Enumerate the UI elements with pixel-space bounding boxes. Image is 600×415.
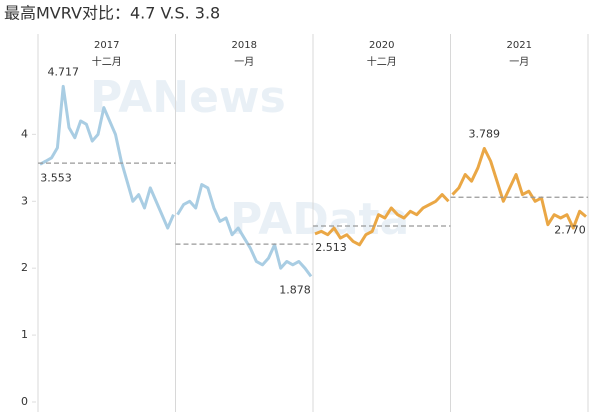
data-label: 3.789: [469, 127, 501, 140]
panel-month: 一月: [509, 56, 529, 68]
panel-year: 2021: [507, 40, 532, 51]
watermark: PANews: [90, 72, 286, 123]
series-line: [176, 183, 313, 278]
data-label: 2.513: [315, 241, 347, 254]
panel-year: 2020: [369, 40, 394, 51]
series-line: [314, 193, 450, 247]
watermark: PAData: [230, 194, 409, 245]
panel-month: 一月: [234, 56, 254, 68]
y-tick-label: 0: [21, 395, 28, 408]
y-tick-label: 3: [21, 194, 28, 207]
y-tick-label: 1: [21, 328, 28, 341]
chart-title: 最高MVRV对比：4.7 V.S. 3.8: [4, 4, 220, 23]
data-label: 3.553: [40, 171, 72, 184]
data-label: 4.717: [47, 65, 79, 78]
series-line: [39, 84, 175, 230]
panel-year: 2018: [232, 40, 257, 51]
panel-month: 十二月: [367, 55, 397, 68]
data-label: 2.770: [554, 224, 586, 237]
panel-year: 2017: [94, 40, 119, 51]
panel-month: 十二月: [92, 55, 122, 68]
data-label: 1.878: [279, 283, 311, 296]
y-tick-label: 4: [21, 127, 28, 140]
series-line: [451, 146, 587, 230]
y-tick-label: 2: [21, 261, 28, 274]
